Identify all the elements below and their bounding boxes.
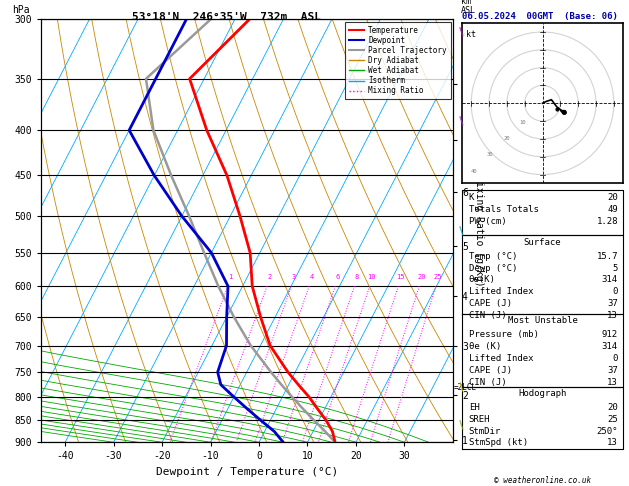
Text: /: /	[456, 419, 468, 431]
Text: © weatheronline.co.uk: © weatheronline.co.uk	[494, 475, 591, 485]
Text: 0: 0	[613, 287, 618, 296]
Text: 13: 13	[607, 311, 618, 320]
Text: 3: 3	[291, 274, 296, 280]
Text: 25: 25	[433, 274, 442, 280]
Text: 10: 10	[520, 120, 526, 125]
Text: Lifted Index: Lifted Index	[469, 287, 533, 296]
Text: 1.28: 1.28	[596, 217, 618, 226]
Text: Surface: Surface	[524, 238, 561, 247]
Text: 40: 40	[470, 169, 477, 174]
Text: Temp (°C): Temp (°C)	[469, 252, 517, 261]
Text: 20: 20	[607, 403, 618, 412]
Text: CIN (J): CIN (J)	[469, 311, 506, 320]
Text: SREH: SREH	[469, 415, 490, 424]
Text: 20: 20	[503, 136, 509, 141]
Text: Hodograph: Hodograph	[518, 389, 567, 398]
Text: Lifted Index: Lifted Index	[469, 354, 533, 363]
Text: CAPE (J): CAPE (J)	[469, 299, 512, 308]
Text: 2: 2	[267, 274, 272, 280]
X-axis label: Dewpoint / Temperature (°C): Dewpoint / Temperature (°C)	[156, 467, 338, 477]
Text: θe (K): θe (K)	[469, 342, 501, 351]
Text: 314: 314	[602, 342, 618, 351]
Text: hPa: hPa	[12, 5, 30, 15]
Text: kt: kt	[466, 30, 476, 39]
Text: /: /	[456, 26, 468, 38]
Text: 13: 13	[607, 378, 618, 387]
Text: 5: 5	[613, 263, 618, 273]
Text: 06.05.2024  00GMT  (Base: 06): 06.05.2024 00GMT (Base: 06)	[462, 12, 618, 21]
Text: 20: 20	[417, 274, 425, 280]
Text: StmSpd (kt): StmSpd (kt)	[469, 438, 528, 448]
Text: 250°: 250°	[596, 427, 618, 435]
Text: CIN (J): CIN (J)	[469, 378, 506, 387]
Text: 15.7: 15.7	[596, 252, 618, 261]
Text: CAPE (J): CAPE (J)	[469, 366, 512, 375]
Text: /: /	[456, 381, 468, 393]
Y-axis label: Mixing Ratio (g/kg): Mixing Ratio (g/kg)	[474, 175, 484, 287]
Text: 314: 314	[602, 276, 618, 284]
Text: Dewp (°C): Dewp (°C)	[469, 263, 517, 273]
Text: 912: 912	[602, 330, 618, 339]
Text: 4: 4	[309, 274, 313, 280]
Text: 13: 13	[607, 438, 618, 448]
Text: 25: 25	[607, 415, 618, 424]
Text: StmDir: StmDir	[469, 427, 501, 435]
Text: 0: 0	[613, 354, 618, 363]
Text: 53°18'N  246°35'W  732m  ASL: 53°18'N 246°35'W 732m ASL	[132, 12, 321, 22]
Text: /: /	[456, 225, 468, 237]
Text: 37: 37	[607, 299, 618, 308]
Text: 49: 49	[607, 205, 618, 214]
Text: PW (cm): PW (cm)	[469, 217, 506, 226]
Text: /: /	[456, 115, 468, 126]
Text: Totals Totals: Totals Totals	[469, 205, 538, 214]
Text: Most Unstable: Most Unstable	[508, 316, 577, 326]
Text: 1: 1	[228, 274, 232, 280]
Text: EH: EH	[469, 403, 479, 412]
Text: 20: 20	[607, 192, 618, 202]
Text: =2LCL: =2LCL	[454, 382, 477, 392]
Legend: Temperature, Dewpoint, Parcel Trajectory, Dry Adiabat, Wet Adiabat, Isotherm, Mi: Temperature, Dewpoint, Parcel Trajectory…	[345, 22, 450, 99]
Text: km
ASL: km ASL	[461, 0, 476, 15]
Text: 10: 10	[367, 274, 376, 280]
Text: 15: 15	[396, 274, 404, 280]
Text: θe(K): θe(K)	[469, 276, 496, 284]
Text: 8: 8	[355, 274, 359, 280]
Text: Pressure (mb): Pressure (mb)	[469, 330, 538, 339]
Text: 6: 6	[335, 274, 340, 280]
Text: 30: 30	[487, 153, 493, 157]
Text: 37: 37	[607, 366, 618, 375]
Text: K: K	[469, 192, 474, 202]
